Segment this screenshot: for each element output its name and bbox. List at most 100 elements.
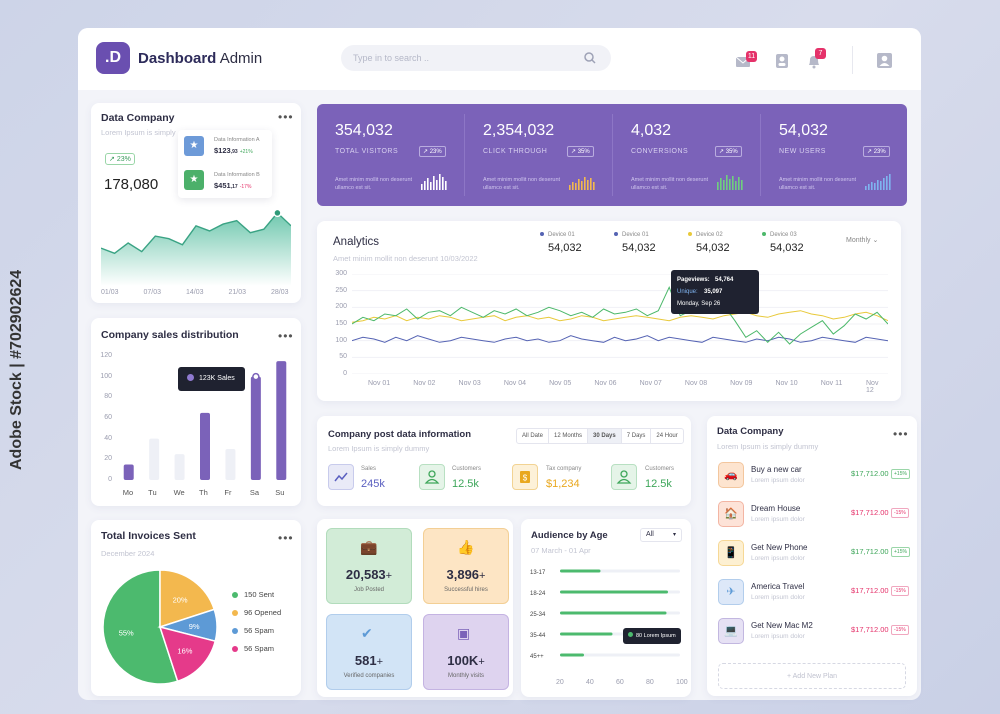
- sales-y-tick: 20: [104, 455, 112, 463]
- watermark-text: Adobe Stock | #702902624: [8, 269, 25, 470]
- post-data-card: [317, 416, 691, 506]
- list-item[interactable]: 📱 Get New Phone Lorem ipsum dolor $17,712.0…: [718, 540, 910, 572]
- list-title: Data Company: [717, 426, 784, 437]
- pie-slice: [102, 569, 179, 685]
- list-item-sub: Lorem ipsum dolor: [751, 594, 805, 601]
- area-x-tick: 07/03: [143, 289, 162, 296]
- pie-slice: [159, 569, 216, 629]
- list-item-change: -15%: [891, 586, 909, 596]
- analytics-x-axis: Nov 01 Nov 02 Nov 03 Nov 04 Nov 05 Nov 06 Nov …: [352, 380, 888, 394]
- spark-bar: [575, 183, 577, 190]
- chart-icon: ▣: [457, 625, 471, 641]
- briefcase-icon: 💼: [360, 539, 378, 555]
- tile-job-posted[interactable]: 💼 20,583+ Job Posted: [326, 528, 412, 604]
- sales-x-tick: We: [173, 488, 185, 497]
- spark-bar: [421, 184, 423, 190]
- list-item-name: Get New Phone: [751, 543, 808, 552]
- more-icon[interactable]: •••: [278, 531, 294, 545]
- list-item[interactable]: 💻 Get New Mac M2 Lorem ipsum dolor $17,712.…: [718, 618, 909, 650]
- audience-filter[interactable]: All ▾: [640, 528, 682, 542]
- spark-bar: [874, 183, 876, 190]
- spark-bar: [593, 182, 595, 190]
- pie-slice-label: 20%: [173, 595, 188, 604]
- add-new-plan-button[interactable]: + Add New Plan: [718, 663, 906, 689]
- analytics-tooltip: Pageviews: 54,764 Unique: 35,097 Monday, S…: [671, 270, 759, 314]
- contact-icon[interactable]: [774, 53, 790, 69]
- car-icon: 🚗: [718, 462, 744, 488]
- spark-bar: [883, 178, 885, 190]
- tab-12-months[interactable]: 12 Months: [549, 429, 589, 443]
- tab-7-days[interactable]: 7 Days: [622, 429, 652, 443]
- area-x-tick: 14/03: [186, 289, 204, 296]
- list-item[interactable]: ✈ America Travel Lorem ipsum dolor $17,712.…: [718, 579, 909, 611]
- sales-bar: [123, 464, 134, 480]
- legend-item: 150 Sent: [232, 590, 274, 599]
- spark-bar: [877, 180, 879, 190]
- search-icon[interactable]: [584, 52, 596, 64]
- list-subtitle: Lorem Ipsum is simply dummy: [717, 442, 819, 451]
- list-item-change: -15%: [891, 508, 909, 518]
- audience-subtitle: 07 March - 01 Apr: [531, 546, 591, 555]
- area-x-tick: 28/03: [271, 289, 289, 296]
- user-icon: [611, 464, 637, 490]
- analytics-y-tick: 100: [335, 336, 347, 344]
- device-legend-item: Device 03 54,032: [762, 232, 804, 254]
- tab-all-date[interactable]: All Date: [517, 429, 550, 443]
- age-bar: [560, 632, 613, 636]
- sales-highlight-point: [252, 372, 260, 381]
- sales-tooltip: 123K Sales: [178, 367, 245, 391]
- logo[interactable]: .D: [96, 42, 130, 74]
- period-select[interactable]: Monthly ⌄: [846, 237, 879, 244]
- more-icon[interactable]: •••: [893, 427, 909, 441]
- analytics-title: Analytics: [333, 236, 380, 248]
- sales-bar: [225, 449, 236, 480]
- more-icon[interactable]: •••: [278, 110, 294, 124]
- invoices-subtitle: December 2024: [101, 549, 155, 558]
- search-placeholder: Type in to search ..: [353, 53, 430, 63]
- search-input[interactable]: Type in to search ..: [341, 45, 611, 71]
- sales-bar: [200, 412, 210, 480]
- tax-label: Tax company: [546, 466, 582, 472]
- list-item[interactable]: 🚗 Buy a new car Lorem ipsum dolor $17,712.0…: [718, 462, 910, 494]
- tile-successful-hires[interactable]: 👍 3,896+ Successful hires: [423, 528, 509, 604]
- age-x-tick: 40: [586, 679, 594, 686]
- more-icon[interactable]: •••: [278, 329, 294, 343]
- profile-icon[interactable]: [876, 52, 892, 68]
- age-label: 35-44: [530, 633, 546, 639]
- analytics-line-chart: [352, 274, 888, 374]
- age-x-tick: 60: [616, 679, 624, 686]
- invoices-pie-chart: 55% 20% 9% 16%: [102, 569, 218, 685]
- sales-bar: [174, 454, 185, 480]
- sales-x-tick: Mo: [122, 488, 134, 497]
- device-legend-item: Device 02 54,032: [688, 232, 730, 254]
- list-item-sub: Lorem ipsum dolor: [751, 555, 805, 562]
- brand-title: Dashboard Admin: [138, 50, 263, 67]
- spark-bar: [732, 176, 734, 190]
- legend-dot: [232, 646, 238, 653]
- info-a-value: $123,93 +21%: [214, 146, 253, 155]
- age-label: 25-34: [530, 612, 546, 618]
- dollar-icon: $: [512, 464, 538, 490]
- age-label: 13-17: [530, 570, 546, 576]
- tile-verified-companies[interactable]: ✔ 581+ Verified companies: [326, 614, 412, 690]
- sales-label: Sales: [361, 466, 377, 472]
- audience-card: [521, 519, 691, 697]
- spark-bar: [587, 180, 589, 190]
- customers-label: Customers: [645, 466, 675, 472]
- tile-monthly-visits[interactable]: ▣ 100K+ Monthly visits: [423, 614, 509, 690]
- sales-y-tick: 60: [104, 414, 112, 421]
- spark-bar: [741, 180, 743, 190]
- sales-bar: [276, 361, 287, 480]
- bell-badge: 7: [815, 48, 826, 59]
- tab-30-days[interactable]: 30 Days: [588, 429, 622, 443]
- analytics-series-line: [352, 335, 888, 343]
- spark-bar: [433, 176, 435, 190]
- area-x-tick: 01/03: [101, 289, 119, 296]
- analytics-x-tick: Nov 08: [684, 380, 708, 387]
- analytics-x-tick: Nov 06: [594, 380, 617, 387]
- info-b-value: $451,17 -17%: [214, 181, 252, 190]
- list-item[interactable]: 🏠 Dream House Lorem ipsum dolor $17,712.00-…: [718, 501, 909, 533]
- tab-24-hour[interactable]: 24 Hour: [656, 433, 678, 439]
- list-item-change: +15%: [891, 469, 910, 479]
- sales-x-tick: Th: [199, 488, 208, 497]
